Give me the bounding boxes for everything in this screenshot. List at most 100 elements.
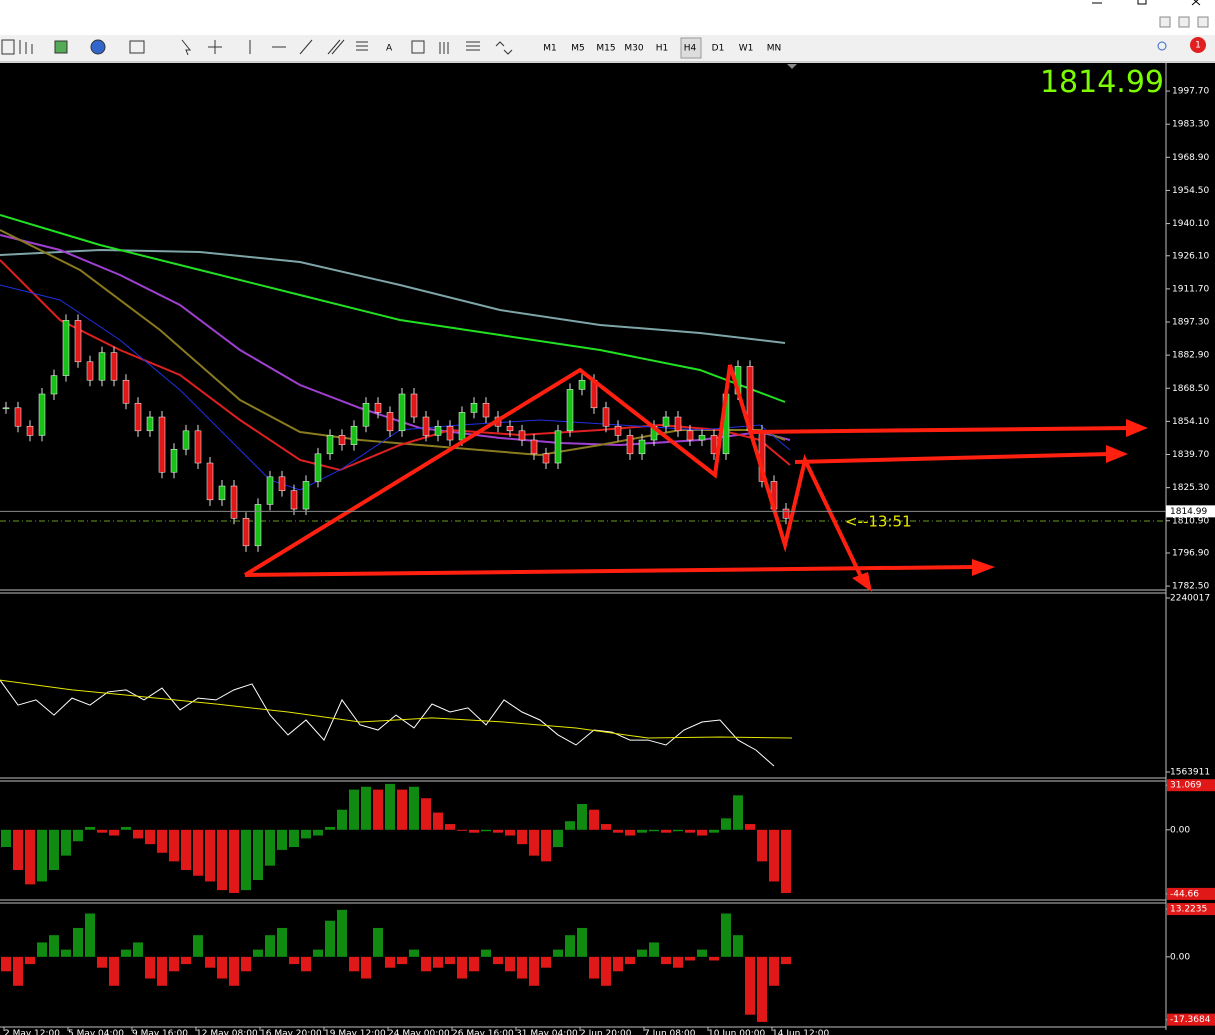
timeframe-button[interactable]: M15	[596, 44, 615, 54]
candle	[242, 517, 250, 547]
icon[interactable]	[1, 39, 15, 55]
y-tick-label: 1968.90	[1172, 153, 1209, 163]
timeframe-button[interactable]: W1	[739, 44, 754, 54]
x-tick-label: 10 Jun 00:00	[708, 1029, 765, 1035]
candle	[530, 439, 538, 455]
arrow-head	[1106, 445, 1128, 463]
restore-button[interactable]	[1137, 0, 1147, 5]
text-tool[interactable]: A	[386, 44, 393, 54]
histogram-bar	[505, 956, 515, 972]
histogram-bar	[373, 927, 383, 957]
histogram-bar	[73, 829, 83, 842]
histogram-bar	[745, 824, 755, 830]
toolbar	[0, 35, 1215, 62]
icon[interactable]	[54, 40, 68, 54]
histogram-bar	[169, 956, 179, 972]
y-tick-label: 31.069	[1170, 781, 1202, 791]
x-tick-label: 19 May 12:00	[324, 1029, 386, 1035]
histogram-bar	[61, 949, 71, 957]
indicator-line	[0, 679, 775, 767]
indicator-average	[0, 679, 793, 739]
histogram-bar	[13, 829, 23, 870]
child-close[interactable]	[1197, 16, 1209, 28]
icon[interactable]	[129, 40, 145, 54]
histogram-bar	[541, 829, 551, 862]
histogram-bar	[61, 829, 71, 856]
histogram-bar	[385, 783, 395, 830]
candle	[110, 352, 118, 381]
search-icon[interactable]	[1157, 41, 1167, 51]
histogram-bar	[265, 935, 275, 957]
histogram-bar	[613, 956, 623, 972]
grid-icon[interactable]	[466, 41, 480, 51]
candle	[86, 361, 94, 381]
timeframe-button[interactable]: M5	[571, 44, 585, 54]
arrows-icon[interactable]	[495, 41, 513, 55]
y-tick-label: 1796.90	[1172, 548, 1209, 558]
candle	[206, 462, 214, 501]
candle	[470, 402, 478, 413]
ma-line	[0, 214, 786, 403]
histogram-bar	[649, 829, 659, 832]
fibo-icon[interactable]	[356, 41, 368, 51]
tick-label-box	[1167, 1013, 1215, 1026]
candle	[638, 439, 646, 455]
candle	[362, 402, 370, 427]
arrow	[794, 452, 1111, 464]
candle	[278, 476, 286, 491]
histogram-bar	[565, 935, 575, 957]
timeframe-button[interactable]: H4	[684, 44, 697, 54]
histogram-bar	[133, 942, 143, 957]
candle	[674, 416, 682, 432]
timeframe-button[interactable]: D1	[712, 44, 725, 54]
histogram-bar	[241, 829, 251, 891]
y-tick-label: -44.66	[1170, 889, 1199, 899]
channel-icon[interactable]	[327, 39, 345, 55]
timeframe-button[interactable]: MN	[767, 44, 782, 54]
histogram-bar	[349, 789, 359, 830]
candle	[458, 412, 466, 441]
close-button[interactable]	[1191, 0, 1201, 6]
histogram-bar	[613, 829, 623, 833]
histogram-bar	[325, 826, 335, 830]
y-tick-label: 1810.90	[1172, 516, 1209, 526]
histogram-bar	[757, 829, 767, 862]
candle	[542, 453, 550, 464]
candle	[602, 407, 610, 427]
candle	[62, 320, 70, 376]
y-tick-label: 1825.30	[1172, 483, 1209, 493]
histogram-bar	[769, 956, 779, 986]
histogram-bar	[733, 935, 743, 957]
timeframe-button[interactable]: M30	[624, 44, 643, 54]
cursor-icon[interactable]	[181, 39, 192, 56]
child-minimize[interactable]	[1159, 16, 1171, 28]
timeframe-button[interactable]: H1	[656, 44, 669, 54]
icon[interactable]	[90, 39, 106, 55]
candle	[554, 430, 562, 464]
label-icon[interactable]	[411, 40, 425, 54]
histogram-bar	[289, 829, 299, 848]
histogram-bar	[337, 809, 347, 830]
histogram-bar	[121, 949, 131, 957]
fan-icon[interactable]	[439, 42, 449, 54]
histogram-bar	[625, 956, 635, 965]
icon[interactable]	[19, 40, 33, 54]
candle	[782, 508, 790, 519]
trendline-icon[interactable]	[299, 39, 313, 55]
histogram-bar	[253, 949, 263, 957]
notification-badge[interactable]	[1190, 37, 1206, 53]
arrow	[244, 565, 976, 577]
candle	[446, 425, 454, 441]
crosshair-icon[interactable]	[208, 40, 222, 54]
x-tick-label: 2 May 12:00	[4, 1029, 60, 1035]
timeframe-button[interactable]: M1	[543, 44, 557, 54]
notification-count: 1	[1195, 41, 1201, 51]
child-restore[interactable]	[1178, 16, 1190, 28]
candle	[170, 448, 178, 473]
histogram-bar	[673, 829, 683, 832]
histogram-bar	[265, 829, 275, 866]
histogram-bar	[601, 824, 611, 830]
histogram-bar	[625, 829, 635, 836]
current-price-box	[1166, 505, 1215, 518]
